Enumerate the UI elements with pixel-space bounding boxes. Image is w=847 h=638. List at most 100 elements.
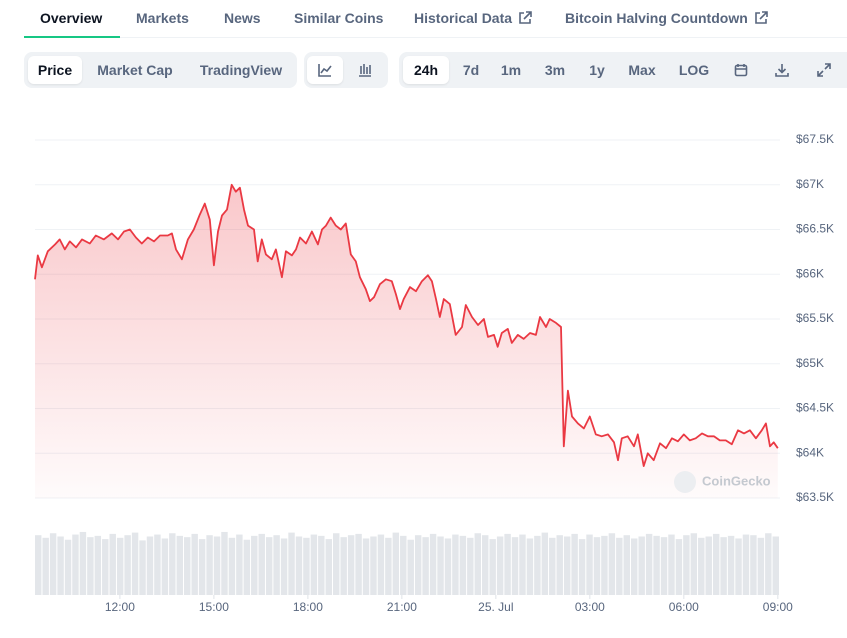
volume-bar bbox=[504, 533, 511, 595]
volume-bar bbox=[347, 535, 355, 595]
volume-bar bbox=[578, 539, 586, 595]
tab[interactable]: Similar Coins bbox=[294, 10, 383, 26]
range-button[interactable]: 24h bbox=[403, 56, 449, 84]
download-icon bbox=[775, 64, 789, 77]
volume-bar bbox=[392, 532, 400, 595]
volume-bar bbox=[563, 536, 571, 595]
range-button[interactable]: 1y bbox=[580, 56, 614, 84]
volume-bar bbox=[146, 536, 154, 595]
tab-divider bbox=[24, 37, 847, 38]
volume-bar bbox=[184, 537, 191, 595]
volume-bar bbox=[64, 539, 72, 595]
tab[interactable]: News bbox=[224, 10, 261, 26]
x-tick-label: 09:00 bbox=[763, 600, 793, 614]
volume-bar bbox=[35, 535, 42, 595]
volume-bar bbox=[422, 537, 429, 595]
volume-bar bbox=[720, 537, 727, 595]
tab-label: Similar Coins bbox=[294, 10, 384, 26]
volume-bar bbox=[131, 532, 139, 595]
range-button[interactable]: Max bbox=[620, 56, 664, 84]
volume-bar bbox=[765, 533, 772, 595]
volume-bar bbox=[474, 533, 481, 595]
candle-chart-button[interactable] bbox=[347, 56, 383, 84]
tab[interactable]: Markets bbox=[136, 10, 189, 26]
button-label: 1y bbox=[589, 62, 605, 78]
calendar-icon bbox=[734, 64, 748, 77]
volume-bar bbox=[340, 537, 347, 595]
volume-bar bbox=[94, 535, 102, 595]
volume-bar bbox=[608, 533, 616, 595]
tab-label: Bitcoin Halving Countdown bbox=[565, 10, 748, 26]
volume-bar bbox=[318, 535, 325, 595]
view-button[interactable]: Market Cap bbox=[86, 56, 184, 84]
active-tab-indicator bbox=[24, 36, 120, 38]
y-tick-label: $67.5K bbox=[796, 132, 834, 146]
volume-bar bbox=[727, 535, 735, 595]
button-label: 24h bbox=[413, 62, 439, 78]
y-tick-label: $64.5K bbox=[796, 401, 834, 415]
x-tick-label: 06:00 bbox=[669, 600, 699, 614]
volume-bar bbox=[221, 531, 228, 595]
volume-bar bbox=[288, 532, 295, 595]
volume-bar bbox=[571, 533, 578, 595]
range-button[interactable]: LOG bbox=[672, 56, 716, 84]
volume-bar bbox=[251, 535, 258, 595]
line-chart-button[interactable] bbox=[307, 56, 343, 84]
volume-bar bbox=[280, 538, 288, 595]
y-tick-label: $64K bbox=[796, 445, 824, 459]
download-button[interactable] bbox=[765, 56, 799, 84]
button-label: 3m bbox=[544, 62, 566, 78]
volume-bar bbox=[757, 537, 765, 595]
volume-bar bbox=[645, 533, 653, 595]
volume-bar bbox=[236, 534, 243, 595]
volume-bar bbox=[653, 535, 660, 595]
range-button[interactable]: 1m bbox=[494, 56, 528, 84]
view-button[interactable]: Price bbox=[28, 56, 82, 84]
watermark: CoinGecko bbox=[674, 471, 771, 493]
volume-bar bbox=[668, 534, 675, 595]
price-line bbox=[34, 183, 779, 467]
volume-bar bbox=[444, 538, 452, 595]
button-label: LOG bbox=[678, 62, 710, 78]
volume-bar bbox=[333, 533, 340, 595]
y-tick-label: $65K bbox=[796, 356, 824, 370]
tab-label: Overview bbox=[40, 10, 103, 26]
volume-bar bbox=[176, 535, 183, 595]
price-area bbox=[35, 184, 778, 499]
range-button[interactable]: 3m bbox=[536, 56, 574, 84]
range-button[interactable]: 7d bbox=[454, 56, 488, 84]
volume-bar bbox=[49, 533, 57, 595]
volume-bar bbox=[690, 533, 698, 595]
volume-bar bbox=[102, 539, 109, 595]
tab[interactable]: Overview bbox=[40, 10, 102, 26]
volume-bar bbox=[616, 537, 623, 595]
volume-bar bbox=[362, 538, 370, 595]
external-link-icon bbox=[519, 11, 532, 24]
volume-bar bbox=[660, 537, 668, 595]
volume-bar bbox=[87, 537, 94, 595]
volume-bar bbox=[154, 534, 161, 595]
button-label: 1m bbox=[500, 62, 522, 78]
calendar-button[interactable] bbox=[724, 56, 758, 84]
volume-bar bbox=[370, 536, 377, 595]
volume-bar bbox=[482, 535, 489, 595]
volume-bar bbox=[310, 534, 318, 595]
fullscreen-button[interactable] bbox=[807, 56, 841, 84]
volume-bar bbox=[452, 534, 459, 595]
x-tick-label: 12:00 bbox=[105, 600, 135, 614]
volume-bar bbox=[467, 537, 474, 595]
volume-bar bbox=[206, 535, 213, 595]
y-tick-label: $66.5K bbox=[796, 222, 834, 236]
tab[interactable]: Bitcoin Halving Countdown bbox=[565, 10, 768, 26]
volume-bar bbox=[429, 533, 437, 595]
volume-bar bbox=[712, 533, 720, 595]
volume-bar bbox=[79, 531, 87, 595]
button-label: 7d bbox=[462, 62, 480, 78]
view-button[interactable]: TradingView bbox=[188, 56, 294, 84]
tab[interactable]: Historical Data bbox=[414, 10, 532, 26]
button-label: Price bbox=[37, 62, 73, 78]
x-tick-label: 21:00 bbox=[387, 600, 417, 614]
volume-bar bbox=[355, 533, 362, 595]
volume-bar bbox=[459, 535, 467, 595]
